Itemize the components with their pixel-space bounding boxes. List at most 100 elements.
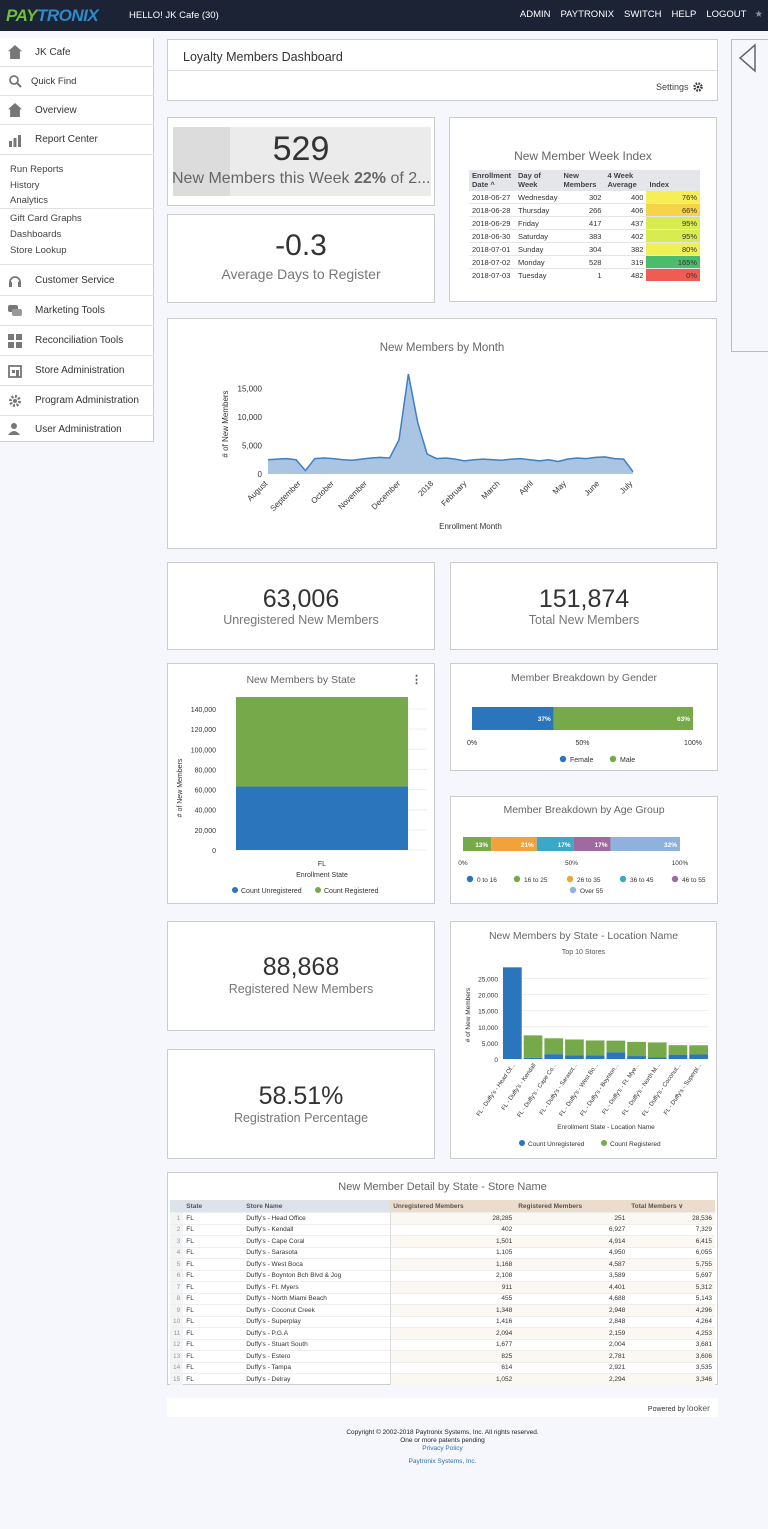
bar-segment-age-4[interactable] xyxy=(573,837,611,851)
detail-table-tile[interactable]: New Member Detail by State - Store Name … xyxy=(167,1172,718,1385)
nav-logout[interactable]: LOGOUT xyxy=(706,9,747,20)
cell-state: FL xyxy=(183,1281,244,1293)
bar-segment[interactable] xyxy=(689,1045,708,1055)
data-label: 63% xyxy=(677,716,690,723)
total-tile[interactable]: 151,874 Total New Members xyxy=(450,562,718,650)
sidebar-item-user-administration[interactable]: User Administration xyxy=(0,416,154,442)
bar-segment-age-3[interactable] xyxy=(536,837,574,851)
legend-label[interactable]: Count Registered xyxy=(610,1141,661,1148)
sub-item-run-reports[interactable]: Run Reports xyxy=(10,164,64,175)
bar-segment[interactable] xyxy=(606,1040,626,1053)
unregistered-tile[interactable]: 63,006 Unregistered New Members xyxy=(167,562,435,650)
sidebar-item-report-center[interactable]: Report Center xyxy=(0,125,154,154)
bar-segment[interactable] xyxy=(627,1056,646,1059)
company-link[interactable]: Paytronix Systems, Inc. xyxy=(408,1458,477,1465)
bar-segment[interactable] xyxy=(647,1057,667,1059)
col-enrollment-date[interactable]: Enrollment Date ^ xyxy=(469,170,515,191)
nav-paytronix[interactable]: PAYTRONIX xyxy=(560,9,615,20)
col-registered[interactable]: Registered Members xyxy=(515,1200,629,1213)
col-index[interactable]: Index xyxy=(646,170,700,191)
bar-segment[interactable] xyxy=(689,1054,708,1059)
sub-item-analytics[interactable]: Analytics xyxy=(10,195,49,206)
bar-segment[interactable] xyxy=(585,1055,605,1059)
bar-segment[interactable] xyxy=(647,1042,667,1058)
bar-segment-age-2[interactable] xyxy=(491,837,537,851)
bar-segment-age-5[interactable] xyxy=(610,837,680,851)
cell-index: 95% xyxy=(646,229,700,243)
bar-segment[interactable] xyxy=(523,1035,543,1058)
sidebar-item-reconciliation-tools[interactable]: Reconciliation Tools xyxy=(0,326,154,356)
members-by-month-chart[interactable]: New Members by Month 0 5,000 10,000 15,000 A… xyxy=(167,318,717,549)
legend-label[interactable]: 16 to 25 xyxy=(524,877,548,884)
privacy-policy-link[interactable]: Privacy Policy xyxy=(422,1445,463,1452)
legend-label[interactable]: Over 55 xyxy=(580,888,604,895)
bar-segment-registered[interactable] xyxy=(236,697,408,787)
col-new-members[interactable]: New Members xyxy=(560,170,605,191)
sidebar-item-store-administration[interactable]: Store Administration xyxy=(0,356,154,386)
side-panel-toggle[interactable] xyxy=(731,39,768,352)
week-index-tile[interactable]: New Member Week Index Enrollment Date ^ … xyxy=(449,117,717,302)
table-row: 3 FL Duffy's - Cape Coral 1,501 4,914 6,415 xyxy=(170,1235,715,1247)
location-chart[interactable]: New Members by State - Location Name Top… xyxy=(450,921,717,1159)
registration-pct-tile[interactable]: 58.51% Registration Percentage xyxy=(167,1049,435,1159)
legend-label[interactable]: Count Unregistered xyxy=(241,888,302,895)
bar-segment[interactable] xyxy=(606,1052,626,1059)
members-by-state-chart[interactable]: New Members by State ⋮ 0 20,000 40,000 60,0… xyxy=(167,663,435,904)
bar-segment[interactable] xyxy=(544,1038,564,1055)
legend-label[interactable]: 26 to 35 xyxy=(577,877,601,884)
nav-admin[interactable]: ADMIN xyxy=(519,9,551,20)
bar-segment[interactable] xyxy=(668,1054,688,1059)
col-unregistered[interactable]: Unregistered Members xyxy=(390,1200,516,1213)
table-row: 6 FL Duffy's - Boynton Bch Blvd & Jog 2,108… xyxy=(170,1269,715,1282)
gender-chart[interactable]: Member Breakdown by Gender 37% 63% 0% 50% 10… xyxy=(450,663,718,771)
legend-label[interactable]: Count Registered xyxy=(324,888,379,895)
bar-segment[interactable] xyxy=(668,1045,688,1055)
legend-label[interactable]: 36 to 45 xyxy=(630,877,654,884)
bar-segment-male[interactable] xyxy=(553,707,693,730)
col-store-name[interactable]: Store Name xyxy=(243,1200,391,1213)
legend-label[interactable]: 0 to 16 xyxy=(477,877,497,884)
age-chart[interactable]: Member Breakdown by Age Group 13% 21% 17% 1… xyxy=(450,796,718,904)
legend-label[interactable]: Female xyxy=(570,757,593,764)
bar-segment[interactable] xyxy=(565,1055,584,1059)
col-total[interactable]: Total Members ∨ xyxy=(628,1200,715,1213)
nav-switch[interactable]: SWITCH xyxy=(624,9,662,20)
col-state[interactable]: State xyxy=(183,1200,244,1213)
bar-segment[interactable] xyxy=(523,1057,543,1059)
bar-segment[interactable] xyxy=(544,1054,564,1059)
bar-segment[interactable] xyxy=(503,967,522,1059)
legend-label[interactable]: Male xyxy=(620,757,635,764)
more-options-icon[interactable]: ⋮ xyxy=(411,674,422,686)
paytronix-logo[interactable]: PAYTRONIX xyxy=(6,6,99,25)
sidebar-item-marketing-tools[interactable]: Marketing Tools xyxy=(0,296,154,326)
bar-segment-unregistered[interactable] xyxy=(236,786,408,850)
month-chart-svg: 0 5,000 10,000 15,000 August September October… xyxy=(221,373,634,531)
new-members-week-tile[interactable]: 529 New Members this Week 22% of 2... xyxy=(167,117,435,206)
bar-segment-female[interactable] xyxy=(472,707,554,730)
bar-segment[interactable] xyxy=(585,1040,605,1056)
sidebar-item-overview[interactable]: Overview xyxy=(0,96,154,125)
legend-label[interactable]: 46 to 55 xyxy=(682,877,706,884)
settings-button[interactable]: Settings xyxy=(656,82,703,94)
col-day-of-week[interactable]: Day of Week xyxy=(515,170,561,191)
sub-item-store-lookup[interactable]: Store Lookup xyxy=(10,245,67,256)
sidebar-item-quick-find[interactable]: Quick Find xyxy=(0,67,154,96)
sidebar-item-customer-service[interactable]: Customer Service xyxy=(0,266,154,296)
sub-item-dashboards[interactable]: Dashboards xyxy=(10,229,62,240)
sidebar-item-jk-cafe[interactable]: JK Cafe xyxy=(0,38,154,67)
col-4-week-average[interactable]: 4 Week Average xyxy=(604,170,647,191)
registered-tile[interactable]: 88,868 Registered New Members xyxy=(167,921,435,1031)
nav-help[interactable]: HELP xyxy=(671,9,697,20)
bar-segment-age-1[interactable] xyxy=(463,837,492,851)
bar-segment[interactable] xyxy=(565,1039,584,1056)
avg-days-tile[interactable]: -0.3 Average Days to Register xyxy=(167,214,435,303)
favorite-star-icon[interactable]: ★ xyxy=(754,9,763,20)
cell-day: Monday xyxy=(515,255,561,269)
bar-segment[interactable] xyxy=(627,1041,646,1057)
legend-label[interactable]: Count Unregistered xyxy=(528,1141,585,1148)
sidebar-item-program-administration[interactable]: Program Administration xyxy=(0,386,154,416)
looker-logo[interactable]: looker xyxy=(686,1403,710,1413)
sub-item-history[interactable]: History xyxy=(10,180,40,191)
sub-item-gift-card-graphs[interactable]: Gift Card Graphs xyxy=(10,213,82,224)
bar-segment[interactable] xyxy=(503,967,522,968)
